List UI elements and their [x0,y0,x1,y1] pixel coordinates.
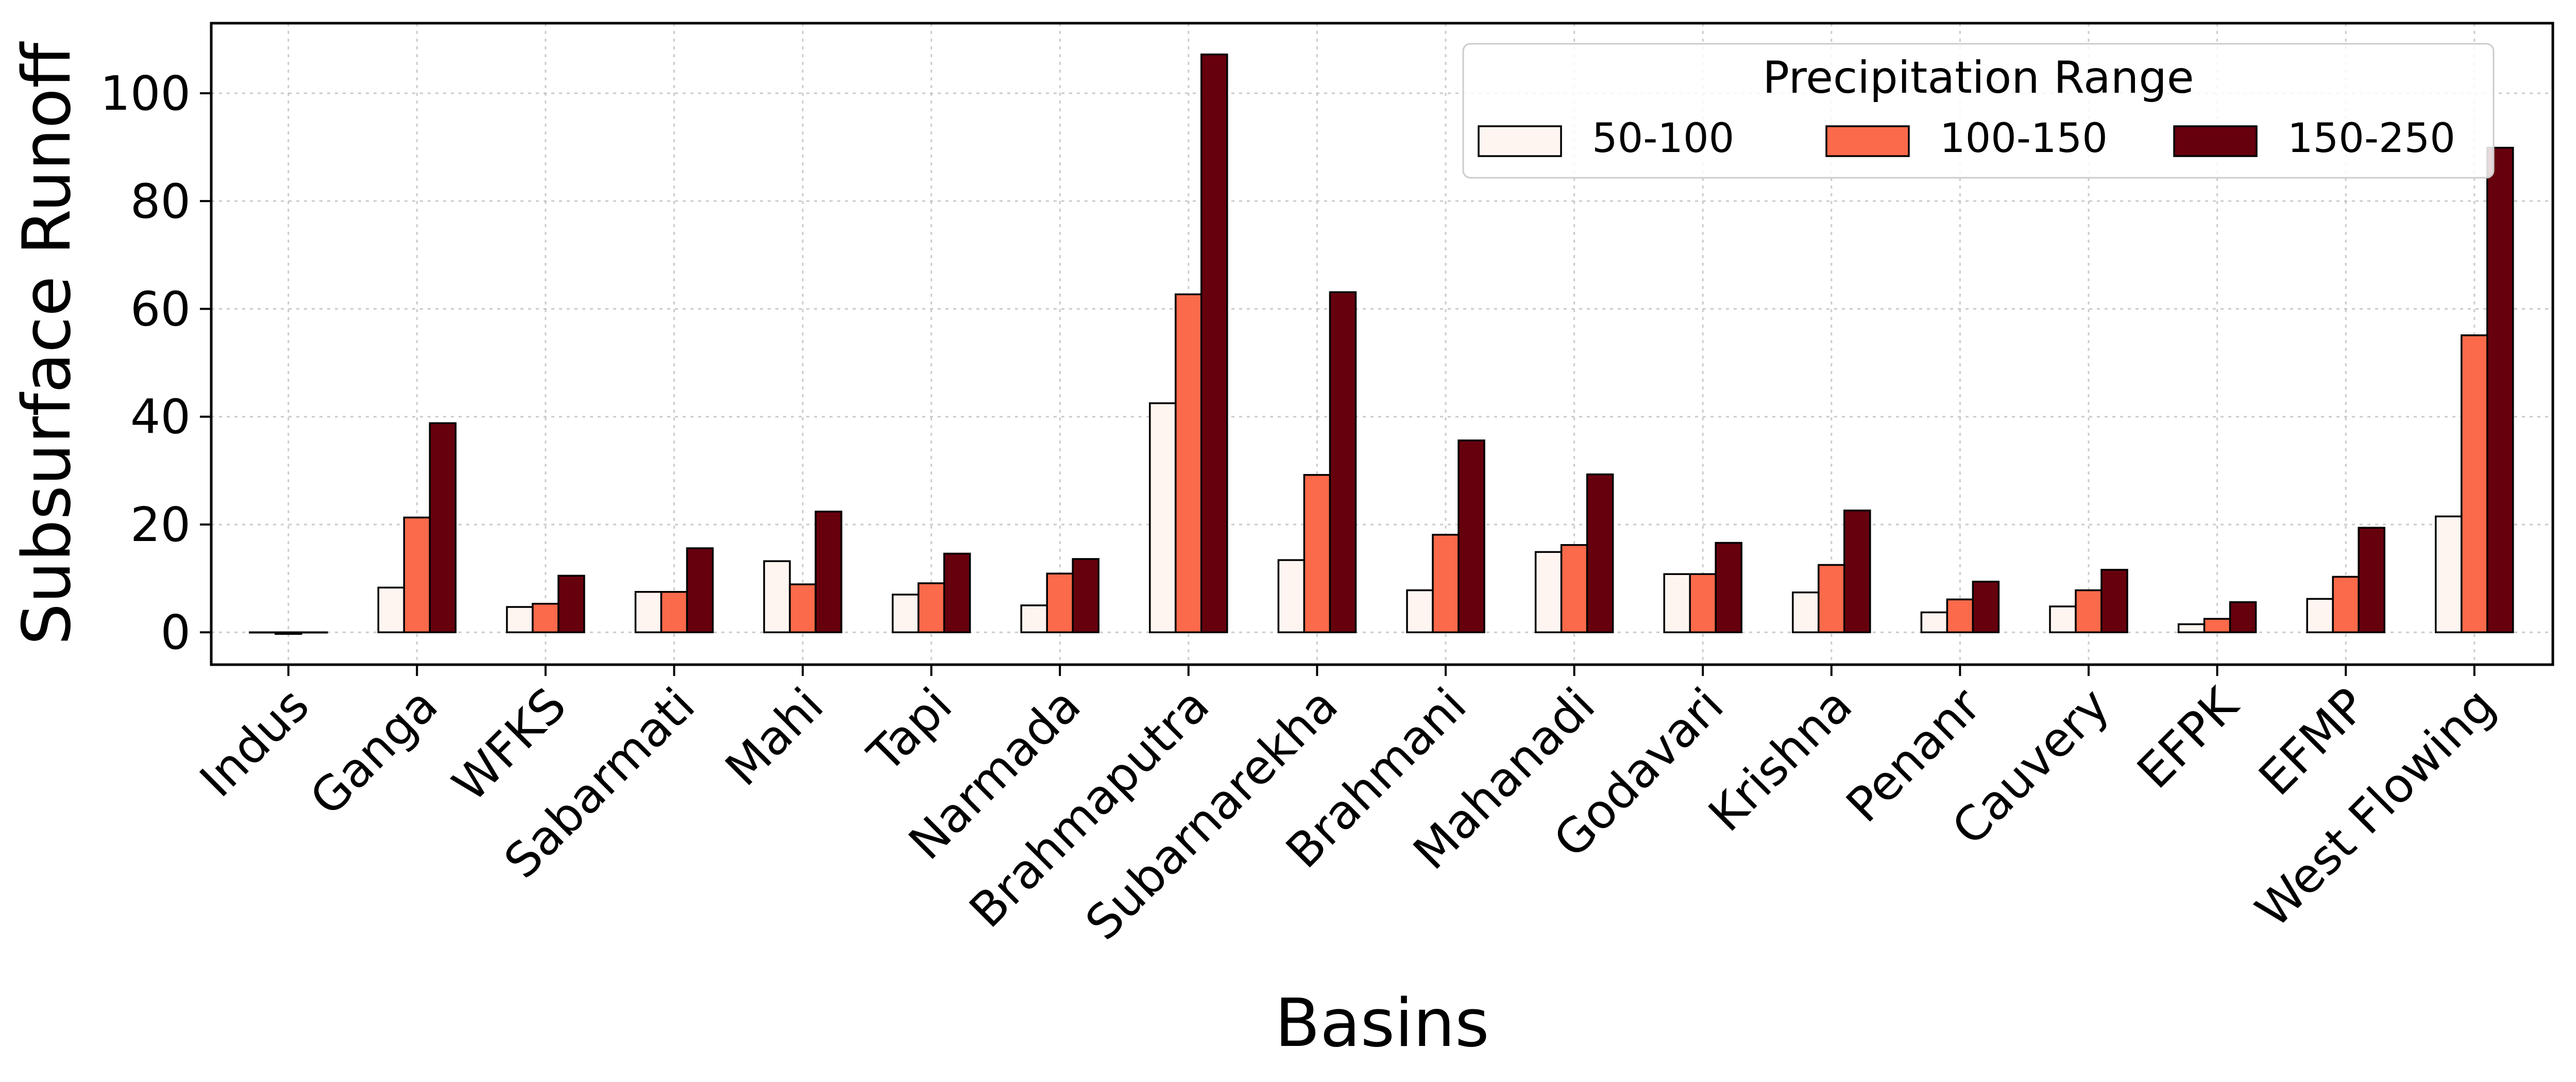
bars [249,53,2514,635]
bar[interactable] [300,631,328,634]
bar[interactable] [2358,527,2385,633]
bar[interactable] [1972,581,2000,633]
bar[interactable] [1715,542,1742,633]
bar[interactable] [1303,474,1331,633]
bar[interactable] [1432,534,1460,633]
bar[interactable] [1560,544,1588,633]
y-tick-label: 80 [130,174,191,229]
y-tick-label: 0 [160,605,191,660]
bar[interactable] [1458,439,1485,633]
bar[interactable] [2435,515,2463,633]
bar[interactable] [532,603,560,633]
bar[interactable] [275,631,302,635]
bar[interactable] [1663,573,1691,633]
bar[interactable] [377,586,405,633]
bar[interactable] [789,583,817,633]
bar[interactable] [1200,53,1228,633]
bar[interactable] [403,516,431,633]
bar[interactable] [249,631,277,634]
legend-swatch[interactable] [1478,125,1562,157]
bar[interactable] [2100,569,2128,633]
legend-label[interactable]: 100-150 [1940,115,2108,162]
legend-swatch[interactable] [2173,125,2258,157]
bar[interactable] [943,552,971,633]
legend-label[interactable]: 150-250 [2287,115,2455,162]
bar[interactable] [1277,559,1306,633]
bar[interactable] [2177,623,2206,633]
bar[interactable] [1149,402,1177,633]
bar[interactable] [1046,572,1074,633]
bar[interactable] [1792,591,1820,633]
bar[interactable] [2049,605,2077,633]
y-tick-label: 40 [130,390,191,445]
bar[interactable] [815,511,842,633]
x-tick-label: Ganga [300,678,448,826]
plot-frame [210,22,2554,666]
bar[interactable] [1406,589,1434,633]
bar[interactable] [2229,601,2257,633]
legend-swatch[interactable] [1825,125,1910,157]
bar[interactable] [634,591,663,633]
bar[interactable] [1175,293,1202,633]
bar[interactable] [1020,604,1048,633]
bar[interactable] [1534,551,1563,633]
x-tick-label: Mahi [715,678,834,797]
bar[interactable] [557,574,585,633]
bar[interactable] [891,594,920,633]
bar[interactable] [917,582,945,633]
y-tick-label: 100 [100,66,191,121]
bar[interactable] [763,560,791,633]
bar[interactable] [1843,510,1871,633]
y-tick-label: 60 [130,281,191,336]
legend-label[interactable]: 50-100 [1592,115,1734,162]
bar[interactable] [1689,573,1717,633]
bar[interactable] [2461,334,2488,633]
bar[interactable] [1946,598,1974,633]
x-axis-title: Basins [1275,985,1489,1062]
y-axis-title: Subsurface Runoff [9,41,86,645]
bar[interactable] [2332,576,2360,633]
bar[interactable] [1920,611,1948,633]
bar[interactable] [2203,618,2231,633]
x-tick-label: Krishna [1698,678,1862,842]
bar[interactable] [506,606,534,633]
bar[interactable] [2486,146,2514,633]
legend[interactable]: Precipitation Range 50-100 100-150 150-250 [1462,43,2495,179]
bar[interactable] [1072,558,1100,633]
bar[interactable] [429,422,457,633]
bar[interactable] [1818,564,1845,633]
bar[interactable] [2306,598,2334,633]
bar[interactable] [2075,589,2103,633]
legend-title: Precipitation Range [1762,52,2194,104]
bar[interactable] [686,547,714,633]
y-tick-label: 20 [130,497,191,552]
bar[interactable] [1329,291,1357,633]
x-tick-label: EFPK [2127,677,2249,799]
x-tick-label: Tapi [857,678,963,783]
bar[interactable] [1586,473,1614,633]
bar[interactable] [660,591,688,633]
